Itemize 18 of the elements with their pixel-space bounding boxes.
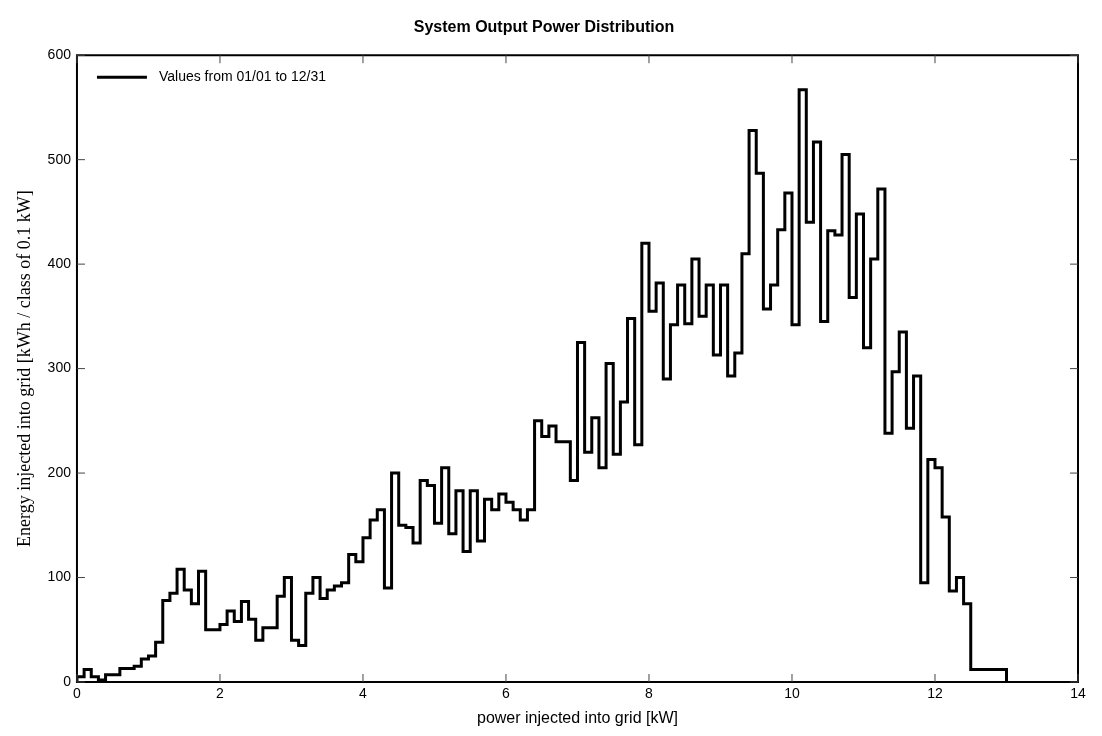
- y-axis-title: Energy injected into grid [kWh / class of 0.1 kW]: [13, 190, 34, 547]
- legend-label: Values from 01/01 to 12/31: [158, 68, 327, 85]
- y-tick-label: 100: [47, 568, 72, 585]
- x-tick-label: 8: [645, 685, 654, 702]
- chart-title: System Output Power Distribution: [413, 18, 675, 36]
- y-tick-label: 200: [47, 463, 72, 480]
- y-tick-label: 600: [47, 46, 72, 63]
- y-tick-label: 0: [63, 672, 72, 689]
- x-tick-label: 14: [1070, 685, 1086, 702]
- x-tick-label: 2: [216, 685, 225, 702]
- x-tick-label: 6: [502, 685, 511, 702]
- x-axis-title: power injected into grid [kW]: [476, 708, 678, 726]
- x-tick-label: 12: [927, 685, 943, 702]
- y-tick-label: 500: [47, 150, 72, 167]
- x-tick-label: 4: [359, 685, 368, 702]
- y-tick-label: 300: [47, 359, 72, 376]
- x-tick-label: 10: [784, 685, 800, 702]
- y-tick-label: 400: [47, 254, 72, 271]
